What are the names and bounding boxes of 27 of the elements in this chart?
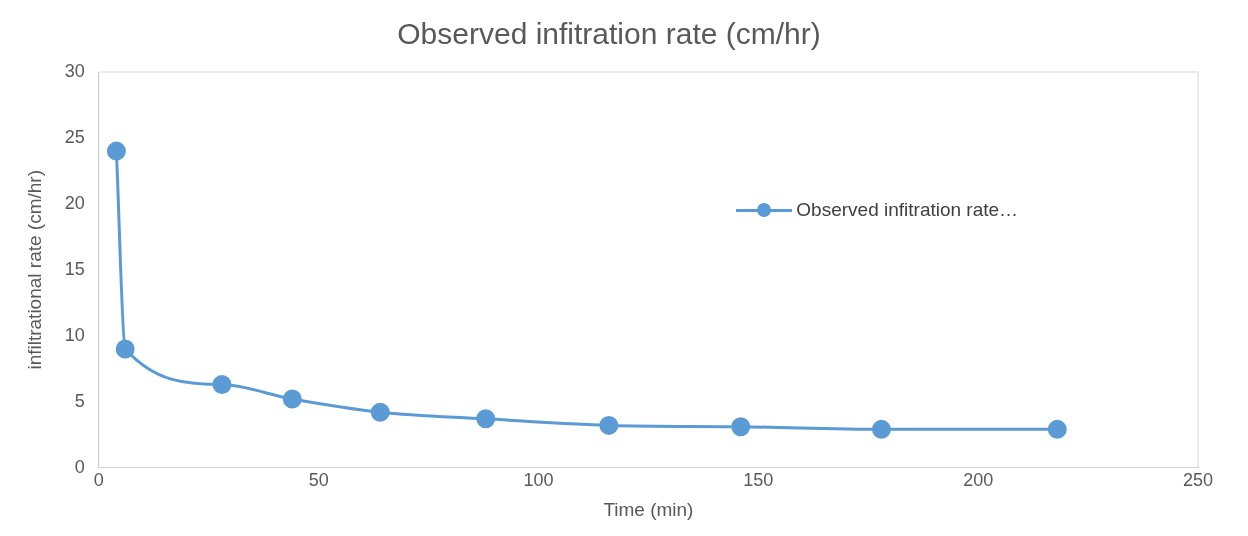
point (115, 339, 135, 359)
x-tick-label: 100 (523, 470, 554, 491)
x-tick-label: 200 (963, 470, 994, 491)
x-axis-title: Time (min) (603, 498, 694, 520)
y-tick-label: 10 (64, 324, 85, 345)
point (212, 375, 232, 395)
y-tick-label: 15 (64, 258, 85, 279)
point (370, 402, 390, 422)
x-tick-label: 150 (743, 470, 774, 491)
x-tick-label: 0 (93, 470, 104, 491)
point (106, 141, 126, 161)
y-tick-label: 20 (64, 192, 85, 213)
chart-title: Observed infitration rate (cm/hr) (397, 17, 821, 51)
point (731, 417, 751, 437)
point (1047, 419, 1067, 439)
y-tick-label: 5 (74, 390, 85, 411)
point (282, 389, 302, 409)
point (599, 415, 619, 435)
y-axis-title: infiltrational rate (cm/hr) (23, 170, 45, 370)
y-tick-label: 30 (64, 60, 85, 81)
x-tick-label: 250 (1182, 470, 1214, 491)
y-tick-label: 0 (74, 456, 85, 477)
y-tick-label: 25 (64, 126, 85, 147)
x-tick-label: 50 (308, 470, 329, 491)
point (476, 409, 496, 429)
point (871, 419, 891, 439)
legend-label: Observed infitration rate… (796, 198, 1019, 221)
